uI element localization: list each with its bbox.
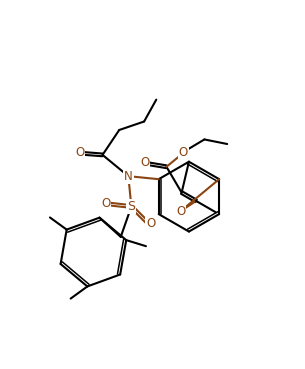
Text: O: O <box>101 197 110 210</box>
Text: O: O <box>178 146 188 159</box>
Text: N: N <box>124 170 133 183</box>
Text: O: O <box>146 217 156 230</box>
Text: S: S <box>127 200 135 213</box>
Text: O: O <box>140 156 149 169</box>
Text: O: O <box>75 146 84 159</box>
Text: O: O <box>176 205 185 218</box>
